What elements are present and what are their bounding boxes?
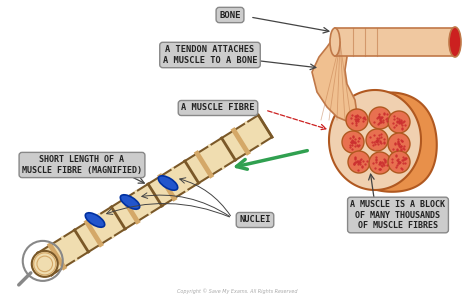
Polygon shape [329,90,421,190]
Polygon shape [348,92,437,192]
Ellipse shape [158,176,178,190]
Ellipse shape [369,152,391,174]
Ellipse shape [346,109,368,131]
Ellipse shape [449,27,461,57]
Bar [335,28,455,56]
Text: BONE: BONE [219,10,241,20]
Ellipse shape [342,131,364,153]
Polygon shape [38,115,272,275]
Ellipse shape [348,151,370,173]
Text: NUCLEI: NUCLEI [239,216,271,225]
Ellipse shape [388,151,410,173]
Ellipse shape [388,133,410,155]
Text: A MUSCLE IS A BLOCK
OF MANY THOUSANDS
OF MUSCLE FIBRES: A MUSCLE IS A BLOCK OF MANY THOUSANDS OF… [350,200,446,230]
Text: A TENDON ATTACHES
A MUSCLE TO A BONE: A TENDON ATTACHES A MUSCLE TO A BONE [163,45,257,65]
Ellipse shape [85,213,105,227]
Text: Copyright © Save My Exams. All Rights Reserved: Copyright © Save My Exams. All Rights Re… [177,288,297,294]
Ellipse shape [388,111,410,133]
Ellipse shape [120,195,140,209]
Ellipse shape [366,129,388,151]
Text: A MUSCLE FIBRE: A MUSCLE FIBRE [181,103,255,113]
Text: SHORT LENGTH OF A
MUSCLE FIBRE (MAGNIFIED): SHORT LENGTH OF A MUSCLE FIBRE (MAGNIFIE… [22,155,142,175]
Polygon shape [312,36,357,122]
Ellipse shape [32,251,58,277]
Ellipse shape [330,28,340,56]
Ellipse shape [369,107,391,129]
